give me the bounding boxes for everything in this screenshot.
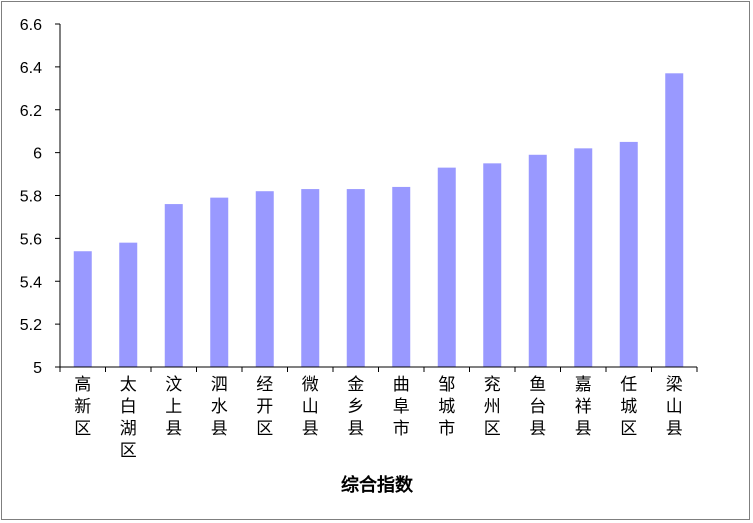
x-tick-label: 鱼台县: [529, 375, 546, 439]
x-tick-label: 泗水县: [211, 375, 228, 439]
x-tick-label: 太白湖区: [120, 375, 137, 461]
x-tick-label: 任城区: [620, 375, 637, 439]
bar: [119, 242, 138, 367]
x-tick-label: 汶上县: [165, 375, 182, 439]
y-tick-label: 6.2: [20, 103, 42, 120]
y-tick-label: 5.2: [20, 317, 42, 334]
y-tick-label: 5.6: [20, 231, 42, 248]
bar: [483, 163, 502, 367]
y-tick-label: 6.4: [20, 60, 42, 77]
bar: [346, 189, 365, 367]
y-tick-label: 5: [33, 360, 42, 377]
y-tick-label: 6.6: [20, 17, 42, 34]
bar: [574, 148, 593, 367]
bar: [392, 186, 411, 367]
bar: [73, 251, 92, 367]
x-tick-label: 金乡县: [347, 375, 364, 439]
y-tick-label: 5.4: [20, 274, 42, 291]
y-tick-label: 6: [33, 146, 42, 163]
x-tick-label: 兖州区: [484, 375, 501, 439]
bars: [73, 73, 684, 368]
x-tick-label: 高新区: [74, 375, 91, 439]
bar: [528, 154, 547, 367]
x-axis-title: 综合指数: [341, 474, 414, 496]
x-tick-label: 梁山县: [666, 375, 683, 439]
x-tick-label: 微山县: [302, 375, 319, 439]
bar: [255, 191, 274, 367]
y-axis: 5 5.2 5.4 5.6 5.8 6 6.2 6.4 6.6: [20, 17, 61, 377]
x-axis: [59, 366, 698, 372]
bar: [210, 197, 229, 367]
category-labels: 高新区 太白湖区 汶上县 泗水县 经开区 微山县 金乡县 曲阜市 邹城市 兖州区 鱼台县 嘉祥县 任城区…: [74, 375, 683, 461]
y-tick-label: 5.8: [20, 189, 42, 206]
bar: [164, 204, 183, 367]
bar: [619, 141, 638, 367]
bar: [437, 167, 456, 367]
bar: [665, 73, 684, 368]
x-tick-label: 邹城市: [438, 375, 455, 439]
bar: [301, 189, 320, 367]
x-tick-label: 曲阜市: [393, 375, 410, 439]
x-tick-label: 经开区: [256, 375, 273, 439]
x-tick-label: 嘉祥县: [575, 375, 592, 439]
